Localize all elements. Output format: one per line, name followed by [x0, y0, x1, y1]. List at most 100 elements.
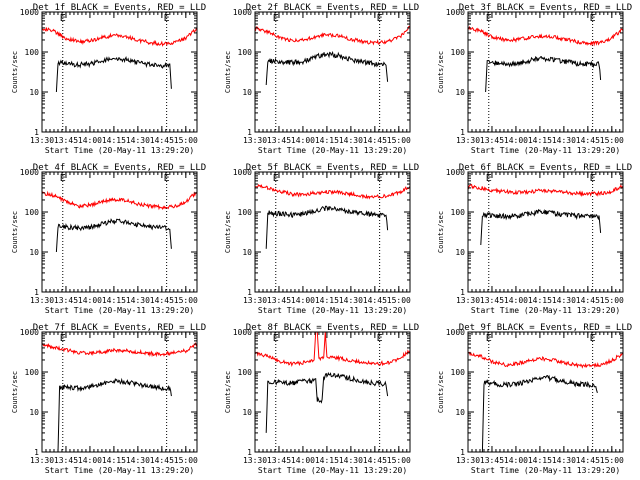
y-tick-label: 100	[25, 48, 40, 57]
x-tick-label: 15:00	[174, 136, 198, 145]
marker-label-1: E	[273, 13, 279, 24]
y-tick-label: 100	[238, 48, 253, 57]
lld-series-line	[468, 25, 623, 47]
x-tick-label: 14:00	[504, 296, 528, 305]
x-tick-label: 15:00	[387, 136, 411, 145]
x-tick-label: 15:00	[387, 296, 411, 305]
x-tick-label: 14:15	[315, 136, 339, 145]
y-tick-label: 100	[25, 368, 40, 377]
marker-label-1: E	[486, 333, 492, 344]
x-tick-label: 13:45	[480, 136, 504, 145]
marker-label-2: E	[377, 173, 383, 184]
panel-title: Det 6f BLACK = Events, RED = LLD	[459, 163, 632, 173]
y-tick-label: 10	[455, 248, 465, 257]
x-tick-label: 14:45	[150, 136, 174, 145]
x-tick-label: 14:45	[576, 136, 600, 145]
y-tick-label: 10	[455, 408, 465, 417]
x-tick-label: 15:00	[600, 456, 624, 465]
x-tick-label: 14:15	[528, 456, 552, 465]
marker-label-1: E	[486, 173, 492, 184]
x-tick-label: 14:00	[78, 456, 102, 465]
x-tick-label: 14:00	[504, 136, 528, 145]
plot-frame	[41, 331, 198, 453]
y-tick-label: 1000	[446, 8, 465, 17]
panel-title: Det 2f BLACK = Events, RED = LLD	[246, 3, 419, 13]
x-tick-label: 13:45	[267, 296, 291, 305]
marker-label-1: E	[273, 333, 279, 344]
lld-series-line	[42, 190, 197, 211]
plot-frame	[467, 171, 624, 293]
x-tick-label: 14:30	[126, 456, 150, 465]
plot-frame	[254, 171, 411, 293]
y-axis-label: Counts/sec	[224, 211, 232, 253]
x-tick-label: 14:15	[102, 296, 126, 305]
plot-frame	[41, 171, 198, 293]
y-tick-label: 1000	[446, 168, 465, 177]
x-tick-label: 13:45	[54, 136, 78, 145]
events-series-line	[485, 55, 602, 93]
y-axis-label: Counts/sec	[437, 371, 445, 413]
x-tick-label: 13:30	[30, 136, 54, 145]
x-axis-label: Start Time (20-May-11 13:29:20)	[45, 306, 194, 315]
plot-frame	[254, 11, 411, 133]
events-series-line	[57, 377, 172, 452]
lld-series-line	[42, 27, 197, 47]
x-axis-label: Start Time (20-May-11 13:29:20)	[471, 146, 620, 155]
y-tick-label: 1000	[233, 168, 252, 177]
x-tick-label: 14:00	[78, 136, 102, 145]
x-tick-label: 15:00	[174, 296, 198, 305]
panel-title: Det 8f BLACK = Events, RED = LLD	[246, 323, 419, 333]
y-tick-label: 1	[247, 128, 252, 137]
x-tick-label: 15:00	[600, 136, 624, 145]
plot-frame	[467, 11, 624, 133]
x-tick-label: 13:30	[30, 296, 54, 305]
y-tick-label: 10	[29, 88, 39, 97]
y-axis-label: Counts/sec	[437, 51, 445, 93]
x-axis-label: Start Time (20-May-11 13:29:20)	[258, 146, 407, 155]
events-series-line	[480, 208, 602, 246]
events-series-line	[265, 50, 389, 86]
x-tick-label: 14:00	[291, 136, 315, 145]
x-tick-label: 14:30	[126, 136, 150, 145]
y-tick-label: 1000	[20, 8, 39, 17]
x-axis-label: Start Time (20-May-11 13:29:20)	[45, 466, 194, 475]
x-tick-label: 14:15	[315, 296, 339, 305]
x-tick-label: 13:30	[243, 456, 267, 465]
y-tick-label: 100	[451, 368, 466, 377]
panel-title: Det 5f BLACK = Events, RED = LLD	[246, 163, 419, 173]
plot-frame	[467, 331, 624, 453]
x-tick-label: 14:45	[363, 136, 387, 145]
marker-label-2: E	[590, 333, 596, 344]
y-tick-label: 1000	[446, 328, 465, 337]
lld-series-line	[255, 25, 410, 46]
marker-label-1: E	[60, 173, 66, 184]
x-axis-label: Start Time (20-May-11 13:29:20)	[471, 466, 620, 475]
x-tick-label: 14:15	[102, 456, 126, 465]
x-tick-label: 13:45	[54, 296, 78, 305]
lld-series-line	[255, 183, 410, 200]
x-tick-label: 14:45	[576, 456, 600, 465]
y-tick-label: 1000	[233, 328, 252, 337]
y-tick-label: 100	[451, 208, 466, 217]
y-tick-label: 1	[460, 288, 465, 297]
x-tick-label: 15:00	[600, 296, 624, 305]
x-tick-label: 14:45	[363, 296, 387, 305]
x-tick-label: 13:30	[456, 136, 480, 145]
marker-label-2: E	[377, 13, 383, 24]
events-series-line	[265, 371, 389, 433]
y-tick-label: 1	[34, 128, 39, 137]
x-tick-label: 14:15	[315, 456, 339, 465]
y-axis-label: Counts/sec	[11, 371, 19, 413]
y-tick-label: 10	[29, 248, 39, 257]
x-tick-label: 14:45	[363, 456, 387, 465]
x-axis-label: Start Time (20-May-11 13:29:20)	[45, 146, 194, 155]
y-tick-label: 100	[238, 368, 253, 377]
events-series-line	[265, 205, 389, 249]
marker-label-2: E	[164, 13, 170, 24]
y-axis-label: Counts/sec	[224, 371, 232, 413]
marker-label-1: E	[60, 333, 66, 344]
